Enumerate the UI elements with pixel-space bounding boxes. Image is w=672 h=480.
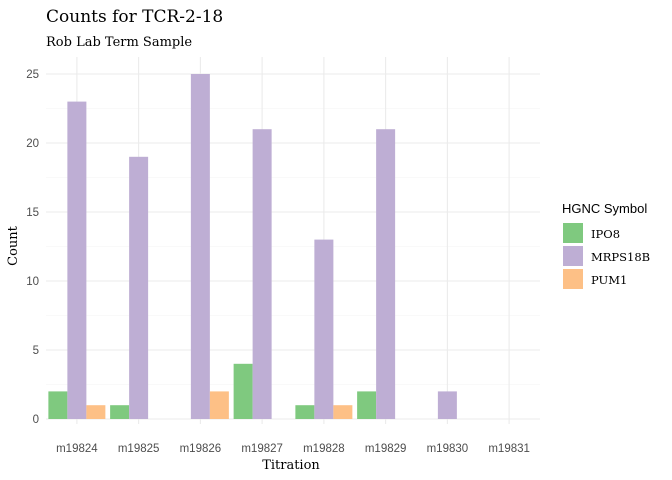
legend-item-mrps18b: MRPS18B xyxy=(563,246,650,266)
y-axis-label: Count xyxy=(6,225,21,266)
chart-title: Counts for TCR-2-18 xyxy=(46,7,223,27)
legend-item-pum1: PUM1 xyxy=(563,269,627,289)
x-tick-label: m19825 xyxy=(118,443,160,455)
bar-mrps18b-m19824 xyxy=(67,101,87,419)
bar-mrps18b-m19828 xyxy=(314,239,334,419)
legend-swatch xyxy=(563,246,583,266)
bar-mrps18b-m19829 xyxy=(376,129,396,419)
x-tick-label: m19827 xyxy=(241,443,283,455)
bar-mrps18b-m19825 xyxy=(129,156,149,420)
y-tick-label: 20 xyxy=(26,138,39,150)
x-tick-label: m19830 xyxy=(427,443,469,455)
bar-ipo8-m19829 xyxy=(357,391,377,419)
x-tick-label: m19829 xyxy=(365,443,407,455)
x-tick-label: m19824 xyxy=(56,443,98,455)
y-tick-label: 5 xyxy=(33,345,39,357)
bar-mrps18b-m19830 xyxy=(437,391,457,419)
y-tick-label: 15 xyxy=(26,207,39,219)
legend-label: PUM1 xyxy=(591,273,627,287)
bar-mrps18b-m19826 xyxy=(190,74,210,419)
y-tick-label: 0 xyxy=(33,414,39,426)
chart-subtitle: Rob Lab Term Sample xyxy=(46,35,192,50)
bars xyxy=(48,74,457,420)
bar-ipo8-m19825 xyxy=(110,405,130,419)
bar-pum1-m19826 xyxy=(209,391,229,419)
y-axis: 0 5 10 15 20 25 xyxy=(26,69,39,426)
grid-lines xyxy=(46,57,540,424)
y-tick-label: 25 xyxy=(26,69,39,81)
x-axis-label: Titration xyxy=(262,458,320,473)
legend-item-ipo8: IPO8 xyxy=(563,223,620,243)
bar-ipo8-m19824 xyxy=(48,391,68,419)
bar-pum1-m19828 xyxy=(333,405,353,419)
legend-swatch xyxy=(563,269,583,289)
bar-mrps18b-m19827 xyxy=(252,129,272,419)
x-tick-label: m19831 xyxy=(488,443,530,455)
bar-ipo8-m19827 xyxy=(233,363,253,419)
x-tick-label: m19826 xyxy=(180,443,222,455)
legend: HGNC Symbol IPO8 MRPS18B PUM1 xyxy=(562,201,650,289)
y-tick-label: 10 xyxy=(26,276,39,288)
legend-label: IPO8 xyxy=(591,227,620,241)
x-axis: m19824 m19825 m19826 m19827 m19828 m19829 m198… xyxy=(56,443,530,455)
legend-label: MRPS18B xyxy=(591,250,650,264)
bar-ipo8-m19828 xyxy=(295,405,315,419)
x-tick-label: m19828 xyxy=(303,443,345,455)
legend-title: HGNC Symbol xyxy=(562,201,647,216)
bar-pum1-m19824 xyxy=(86,405,106,419)
legend-swatch xyxy=(563,223,583,243)
